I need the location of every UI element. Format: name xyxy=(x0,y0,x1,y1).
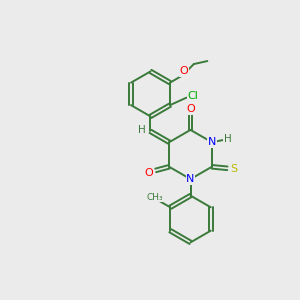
Text: O: O xyxy=(180,66,189,76)
Text: CH₃: CH₃ xyxy=(147,193,164,202)
Text: H: H xyxy=(224,134,231,144)
Text: O: O xyxy=(186,104,195,114)
Text: N: N xyxy=(186,174,195,184)
Text: Cl: Cl xyxy=(188,91,199,101)
Text: N: N xyxy=(208,137,216,147)
Text: S: S xyxy=(230,164,237,174)
Text: H: H xyxy=(138,125,146,135)
Text: O: O xyxy=(145,168,154,178)
